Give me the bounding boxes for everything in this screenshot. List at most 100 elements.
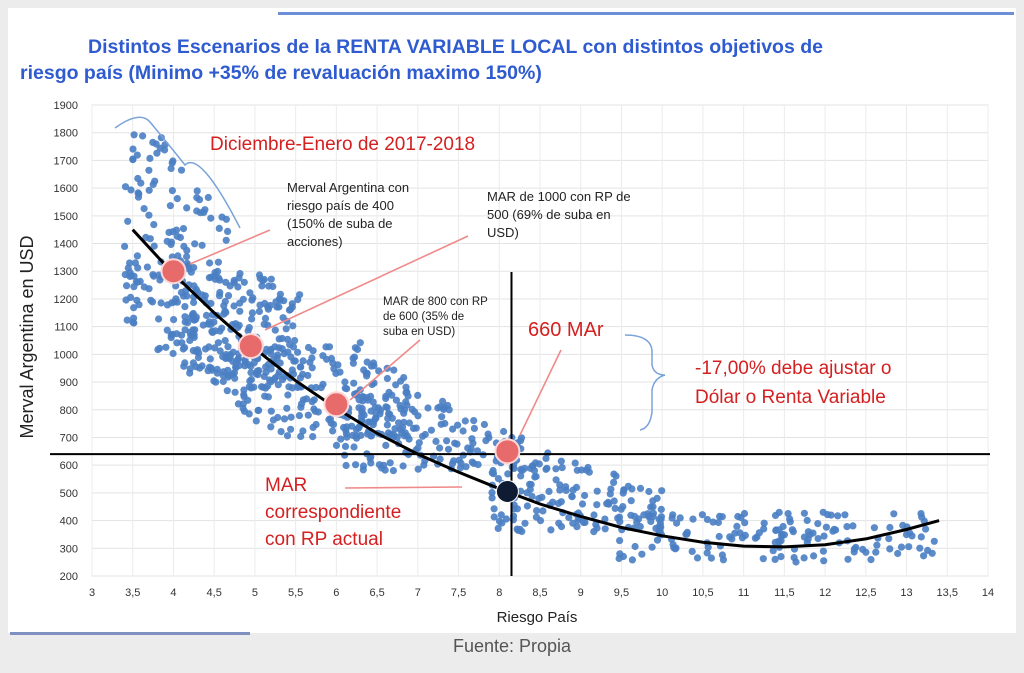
scatter-point	[350, 443, 358, 451]
scatter-point	[693, 554, 702, 562]
scatter-point	[166, 202, 174, 210]
scatter-point	[124, 217, 132, 225]
scatter-point	[299, 357, 307, 365]
scatter-point	[552, 465, 560, 473]
scatter-point	[287, 413, 295, 421]
scatter-point	[402, 383, 410, 391]
scatter-point	[188, 310, 197, 319]
chart-title-line2: riesgo país (Minimo +35% de revaluación …	[20, 62, 542, 84]
scatter-point	[862, 548, 870, 556]
scatter-point	[149, 180, 157, 188]
y-tick-label: 1800	[54, 128, 78, 140]
scatter-point	[247, 369, 255, 377]
scatter-point	[206, 259, 214, 267]
scatter-point	[382, 394, 390, 403]
scatter-point	[547, 526, 555, 534]
scatter-point	[518, 527, 526, 536]
scatter-point	[297, 432, 305, 440]
scatter-point	[885, 535, 893, 543]
scatter-point	[488, 494, 496, 502]
annotation-mar800: de 600 (35% de	[383, 311, 464, 323]
scatter-point	[890, 510, 898, 518]
scatter-point	[741, 531, 749, 540]
scatter-point	[657, 513, 666, 521]
scatter-point	[655, 523, 663, 531]
scatter-point	[208, 327, 216, 335]
scatter-point	[873, 541, 881, 549]
scatter-point	[232, 359, 240, 367]
scatter-point	[718, 513, 726, 521]
scatter-point	[177, 166, 186, 174]
scatter-point	[786, 515, 794, 523]
annotation-arrows	[189, 229, 562, 489]
scatter-point	[283, 404, 291, 412]
scatter-point	[247, 375, 255, 384]
scatter-point	[614, 514, 622, 522]
scatter-point	[264, 393, 272, 401]
annotation-660-mar: 660 MAr	[528, 319, 604, 341]
scatter-point	[438, 413, 446, 421]
scatter-point	[219, 353, 227, 361]
scatter-point	[557, 457, 565, 465]
scatter-point	[367, 392, 375, 400]
scatter-point	[388, 391, 396, 399]
scatter-point	[870, 524, 879, 532]
scatter-point	[157, 134, 165, 142]
scatter-point	[704, 543, 712, 551]
scatter-point	[222, 236, 230, 244]
scatter-point	[278, 345, 286, 353]
x-tick-label: 11,5	[774, 587, 795, 599]
scatter-point	[653, 536, 662, 544]
scatter-point	[256, 274, 264, 282]
scatter-point	[220, 368, 228, 376]
annotation-arrow	[519, 349, 562, 436]
scatter-point	[310, 396, 318, 404]
scatter-point	[489, 470, 498, 478]
scatter-point	[350, 379, 358, 387]
scatter-point	[820, 557, 828, 565]
scatter-point	[544, 449, 552, 457]
scatter-point	[190, 282, 198, 290]
scatter-point	[607, 485, 615, 493]
scatter-point	[804, 528, 813, 536]
scatter-point	[244, 327, 252, 335]
scatter-point	[207, 299, 215, 308]
y-tick-label: 1200	[54, 294, 78, 306]
scatter-point	[400, 432, 408, 440]
scatter-point	[274, 371, 282, 380]
scatter-point	[601, 515, 609, 523]
scatter-point	[129, 318, 137, 327]
x-tick-label: 5,5	[288, 587, 303, 599]
scatter-point	[822, 523, 831, 531]
scatter-point	[490, 513, 498, 521]
scatter-point	[526, 485, 534, 494]
scatter-point	[215, 224, 223, 232]
scatter-point	[214, 258, 222, 266]
scatter-point	[504, 470, 512, 478]
scatter-point	[424, 404, 432, 412]
scatter-point	[146, 235, 154, 243]
scatter-point	[771, 511, 780, 520]
scatter-point	[558, 464, 566, 472]
scatter-point	[304, 411, 312, 419]
scatter-point	[397, 405, 405, 413]
scatter-point	[262, 384, 270, 392]
scatter-point	[841, 511, 849, 519]
scatter-point	[153, 149, 161, 157]
scatter-point	[578, 500, 587, 508]
scatter-point	[309, 433, 317, 441]
scatter-point	[668, 514, 676, 522]
scatter-point	[208, 366, 216, 374]
scatter-point	[850, 545, 859, 553]
scatter-point	[183, 246, 191, 254]
scatter-point	[342, 461, 350, 470]
scatter-point	[459, 451, 467, 459]
scatter-point	[819, 547, 828, 555]
x-tick-label: 3	[89, 587, 95, 599]
scatter-point	[539, 507, 547, 515]
scatter-point	[288, 300, 296, 308]
scatter-point	[437, 420, 445, 428]
scatter-point	[234, 400, 242, 408]
scatter-point	[181, 318, 189, 326]
scatter-point	[703, 549, 711, 557]
